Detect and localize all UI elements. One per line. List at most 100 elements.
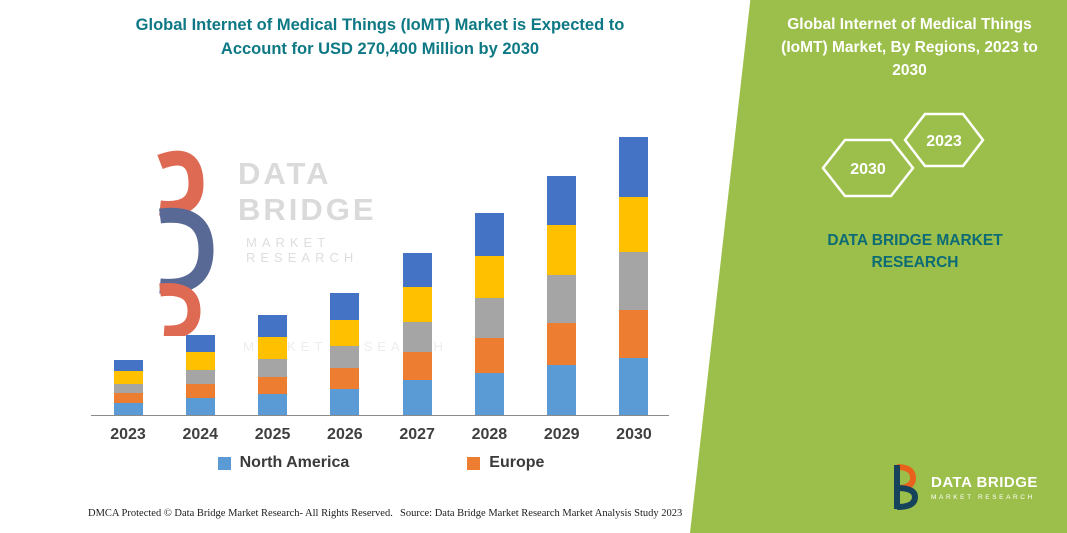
x-axis-label-2025: 2025 <box>254 426 291 443</box>
hexagon-2030-label: 2030 <box>850 161 886 178</box>
legend-item-europe: Europe <box>467 454 544 472</box>
bar-segment-unlabeled-gray-2030 <box>619 251 649 310</box>
bar-segment-europe-2029 <box>547 322 577 365</box>
bar-segment-unlabeled-dark-blue-2026 <box>330 293 360 320</box>
stacked-bar-chart: 2023 2024 2025 2026 2027 2028 2029 2030 <box>91 135 669 444</box>
bar-segment-north-america-2027 <box>402 379 432 415</box>
bar-segment-north-america-2029 <box>547 364 577 415</box>
bar-segment-unlabeled-dark-blue-2023 <box>113 360 143 371</box>
logo-subtitle: MARKET RESEARCH <box>931 493 1035 501</box>
bar-area-2023 <box>113 135 143 415</box>
brand-text-line1: DATA BRIDGE MARKET <box>827 232 1003 249</box>
x-axis-label-2026: 2026 <box>327 426 363 443</box>
bar-segment-north-america-2026 <box>330 389 360 415</box>
bar-segment-unlabeled-yellow-2025 <box>258 337 288 359</box>
legend-swatch-north-america <box>217 456 231 470</box>
bar-segment-unlabeled-dark-blue-2027 <box>402 252 432 287</box>
panel-title: Global Internet of Medical Things (IoMT)… <box>762 13 1057 82</box>
chart-legend: North America Europe <box>95 454 667 472</box>
bar-segment-north-america-2024 <box>185 398 215 415</box>
hexagon-2030-outline <box>821 138 915 198</box>
bar-area-2028 <box>474 135 504 415</box>
bar-segment-europe-2024 <box>185 384 215 398</box>
chart-column-2027: 2027 <box>384 135 450 444</box>
bar-segment-unlabeled-yellow-2024 <box>185 352 215 370</box>
chart-title-line2: Account for USD 270,400 Million by 2030 <box>220 40 540 58</box>
chart-columns: 2023 2024 2025 2026 2027 2028 2029 2030 <box>95 135 667 444</box>
x-axis-label-2027: 2027 <box>399 426 435 443</box>
chart-column-2026: 2026 <box>312 135 378 444</box>
bar-segment-unlabeled-yellow-2028 <box>474 255 504 298</box>
data-bridge-logo-icon <box>894 464 919 510</box>
bar-segment-north-america-2028 <box>474 373 504 415</box>
source-text: Source: Data Bridge Market Research Mark… <box>400 508 683 519</box>
year-hexagons: 2030 2023 <box>821 112 985 198</box>
dmca-text: DMCA Protected © Data Bridge Market Rese… <box>88 508 393 519</box>
hexagon-2023-label: 2023 <box>926 133 962 150</box>
chart-column-2029: 2029 <box>529 135 595 444</box>
chart-column-2024: 2024 <box>167 135 233 444</box>
legend-label-europe: Europe <box>489 454 545 471</box>
bar-segment-europe-2027 <box>402 351 432 380</box>
bar-segment-unlabeled-yellow-2023 <box>113 371 143 384</box>
data-bridge-logo: DATA BRIDGE MARKET RESEARCH <box>888 464 1038 510</box>
bar-segment-unlabeled-gray-2027 <box>402 321 432 352</box>
bar-segment-unlabeled-yellow-2026 <box>330 320 360 346</box>
bar-segment-europe-2025 <box>258 377 288 394</box>
bar-area-2029 <box>547 135 577 415</box>
chart-column-2030: 2030 <box>601 135 667 444</box>
bar-area-2025 <box>258 135 288 415</box>
stacked-bar-2025 <box>258 315 288 415</box>
stacked-bar-2030 <box>619 137 649 415</box>
bar-segment-europe-2030 <box>619 309 649 358</box>
bar-segment-north-america-2025 <box>258 394 288 415</box>
chart-title: Global Internet of Medical Things (IoMT)… <box>55 13 705 61</box>
logo-text: DATA BRIDGE MARKET RESEARCH <box>931 474 1038 501</box>
bar-segment-unlabeled-yellow-2029 <box>547 224 577 275</box>
bar-segment-unlabeled-dark-blue-2024 <box>185 335 215 352</box>
bar-segment-unlabeled-gray-2023 <box>113 384 143 393</box>
x-axis-label-2023: 2023 <box>110 426 146 443</box>
x-axis-label-2030: 2030 <box>616 426 652 443</box>
bar-area-2024 <box>185 135 215 415</box>
chart-title-line1: Global Internet of Medical Things (IoMT)… <box>135 16 625 34</box>
stacked-bar-2023 <box>113 360 143 415</box>
panel-title-line1: Global Internet of Medical Things <box>787 16 1032 33</box>
bar-segment-unlabeled-gray-2025 <box>258 359 288 377</box>
stacked-bar-2029 <box>547 175 577 415</box>
bar-segment-unlabeled-yellow-2030 <box>619 196 649 252</box>
bar-segment-unlabeled-yellow-2027 <box>402 286 432 322</box>
legend-label-north-america: North America <box>239 454 350 471</box>
bar-segment-north-america-2030 <box>619 357 649 415</box>
legend-item-north-america: North America <box>217 454 350 472</box>
bar-segment-unlabeled-gray-2028 <box>474 297 504 338</box>
logo-name: DATA BRIDGE <box>931 473 1038 491</box>
brand-text: DATA BRIDGE MARKET RESEARCH <box>780 230 1050 274</box>
bar-segment-europe-2028 <box>474 337 504 373</box>
x-axis-label-2024: 2024 <box>182 426 219 443</box>
chart-column-2023: 2023 <box>95 135 161 444</box>
panel-title-line2: (IoMT) Market, By Regions, 2023 to <box>781 39 1038 56</box>
stacked-bar-2024 <box>185 335 215 415</box>
bar-segment-unlabeled-gray-2029 <box>547 274 577 323</box>
bar-segment-europe-2023 <box>113 393 143 403</box>
stacked-bar-2026 <box>330 293 360 415</box>
panel-title-line3: 2030 <box>892 62 927 79</box>
brand-text-line2: RESEARCH <box>871 254 959 271</box>
bar-segment-unlabeled-dark-blue-2028 <box>474 212 504 256</box>
bar-area-2027 <box>402 135 432 415</box>
bar-segment-unlabeled-dark-blue-2030 <box>619 137 649 197</box>
x-axis-label-2028: 2028 <box>471 426 508 443</box>
stacked-bar-2027 <box>402 252 432 415</box>
bar-segment-unlabeled-gray-2026 <box>330 346 360 368</box>
stacked-bar-2028 <box>474 212 504 415</box>
x-axis-label-2029: 2029 <box>543 426 580 443</box>
bar-segment-north-america-2023 <box>113 403 143 415</box>
chart-column-2028: 2028 <box>456 135 522 444</box>
green-side-panel: Global Internet of Medical Things (IoMT)… <box>690 0 1067 533</box>
hexagon-2023-outline <box>903 112 985 168</box>
bar-area-2026 <box>330 135 360 415</box>
bar-segment-unlabeled-dark-blue-2029 <box>547 175 577 225</box>
legend-swatch-europe <box>467 456 481 470</box>
bar-segment-europe-2026 <box>330 368 360 389</box>
